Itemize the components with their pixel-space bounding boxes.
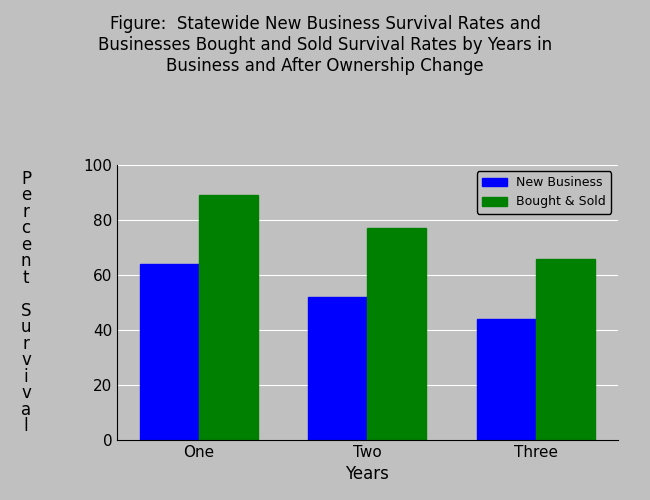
Text: u: u xyxy=(21,318,31,336)
Text: l: l xyxy=(23,417,29,435)
X-axis label: Years: Years xyxy=(345,466,389,483)
Text: Figure:  Statewide New Business Survival Rates and
Businesses Bought and Sold Su: Figure: Statewide New Business Survival … xyxy=(98,15,552,74)
Bar xyxy=(477,319,536,440)
Bar xyxy=(199,195,257,440)
Text: S: S xyxy=(21,302,31,320)
Bar xyxy=(367,228,426,440)
Text: i: i xyxy=(23,368,29,386)
Text: v: v xyxy=(21,352,31,369)
Text: n: n xyxy=(21,252,31,270)
Text: c: c xyxy=(21,219,31,238)
Text: v: v xyxy=(21,384,31,402)
Text: r: r xyxy=(23,203,29,221)
Text: r: r xyxy=(23,335,29,353)
Text: e: e xyxy=(21,186,31,204)
Legend: New Business, Bought & Sold: New Business, Bought & Sold xyxy=(476,171,611,214)
Text: a: a xyxy=(21,401,31,419)
Bar xyxy=(536,258,595,440)
Bar xyxy=(140,264,199,440)
Text: e: e xyxy=(21,236,31,254)
Text: P: P xyxy=(21,170,31,188)
Text: t: t xyxy=(23,269,29,287)
Bar xyxy=(308,297,367,440)
